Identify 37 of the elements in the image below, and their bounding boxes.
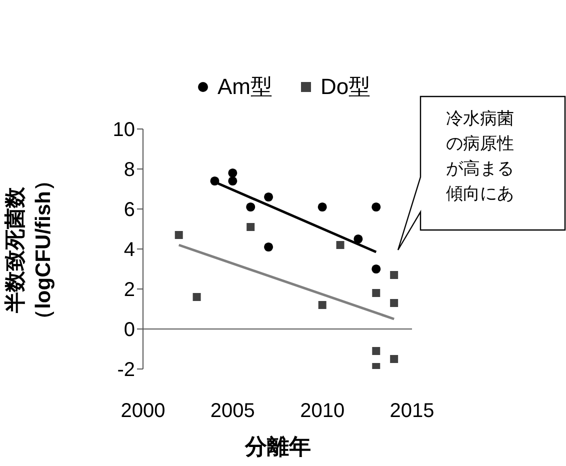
y-tick-label: 0 bbox=[124, 319, 135, 342]
point bbox=[354, 234, 363, 244]
point bbox=[246, 223, 255, 231]
y-tick-label: 2 bbox=[124, 279, 135, 302]
point bbox=[372, 347, 380, 355]
x-axis-title: 分離年 bbox=[244, 433, 312, 461]
y-axis-title: 半数致死菌数（logCFU/fish） bbox=[3, 169, 56, 332]
text: 冷水病菌の病原性が高まる傾向にあ bbox=[446, 108, 515, 205]
point bbox=[372, 264, 381, 274]
point bbox=[390, 299, 398, 307]
point bbox=[228, 176, 238, 186]
point bbox=[210, 176, 220, 186]
point bbox=[228, 168, 238, 178]
point bbox=[264, 192, 274, 202]
x-tick-label: 2010 bbox=[300, 400, 345, 422]
point bbox=[390, 271, 398, 279]
x-tick-label: 2015 bbox=[390, 400, 434, 422]
point bbox=[336, 241, 344, 249]
legend-label: Do型 bbox=[320, 73, 371, 101]
y-tick-label: 10 bbox=[112, 119, 135, 142]
point bbox=[372, 202, 381, 212]
y-tick-label: 6 bbox=[124, 199, 135, 222]
point bbox=[264, 242, 274, 252]
point bbox=[192, 293, 201, 301]
y-tick-label: 8 bbox=[124, 159, 135, 182]
point bbox=[372, 363, 380, 369]
legend-label: Am型 bbox=[217, 73, 272, 101]
y-tick-label: 4 bbox=[124, 239, 135, 262]
point bbox=[174, 231, 183, 239]
point bbox=[318, 202, 327, 212]
x-tick-label: 2000 bbox=[120, 400, 166, 422]
point bbox=[318, 301, 326, 309]
point bbox=[246, 202, 256, 212]
point bbox=[390, 355, 398, 363]
x-tick-label: 2005 bbox=[210, 400, 255, 422]
point bbox=[372, 289, 380, 297]
y-tick-label: -2 bbox=[117, 359, 135, 382]
